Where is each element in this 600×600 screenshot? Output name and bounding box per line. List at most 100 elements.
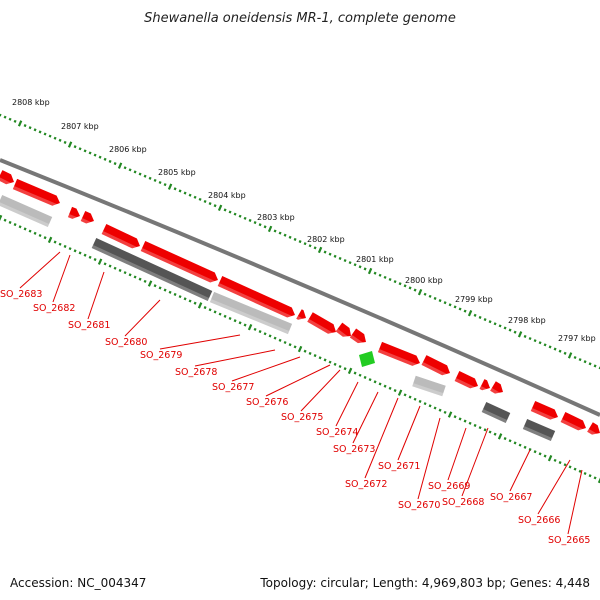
forward-gene-block[interactable] bbox=[67, 206, 80, 222]
gene-label-so-2665[interactable]: SO_2665 bbox=[548, 469, 590, 546]
reverse-gene-block[interactable] bbox=[522, 418, 556, 442]
inner-tick bbox=[308, 351, 312, 355]
inner-tick bbox=[47, 236, 53, 244]
inner-tick bbox=[197, 302, 203, 309]
gene-label-so-2677[interactable]: SO_2677 bbox=[212, 356, 301, 393]
inner-tick bbox=[428, 404, 432, 408]
ruler-tick bbox=[423, 292, 427, 296]
gene-label-so-2669[interactable]: SO_2669 bbox=[428, 427, 470, 492]
gene-label-so-2683[interactable]: SO_2683 bbox=[0, 251, 61, 300]
gene-label-text: SO_2669 bbox=[428, 481, 470, 492]
gene-label-so-2667[interactable]: SO_2667 bbox=[490, 449, 532, 503]
ruler-tick bbox=[0, 113, 2, 117]
inner-tick bbox=[173, 292, 177, 296]
gene-label-so-2680[interactable]: SO_2680 bbox=[105, 299, 161, 348]
gene-label-so-2672[interactable]: SO_2672 bbox=[345, 397, 399, 490]
ruler-tick bbox=[333, 254, 337, 258]
ruler-tick bbox=[323, 250, 327, 254]
gene-label-so-2666[interactable]: SO_2666 bbox=[518, 459, 571, 526]
inner-tick bbox=[247, 324, 253, 331]
kbp-label: 2803 kbp bbox=[257, 213, 295, 222]
forward-gene-block[interactable] bbox=[217, 275, 295, 321]
inner-tick bbox=[478, 426, 482, 430]
ruler-tick bbox=[463, 309, 467, 313]
ruler-tick bbox=[483, 318, 487, 322]
inner-tick bbox=[508, 439, 512, 443]
forward-gene-block[interactable] bbox=[80, 210, 94, 227]
leader-line bbox=[300, 369, 341, 412]
inner-tick bbox=[13, 223, 17, 227]
gene-label-so-2675[interactable]: SO_2675 bbox=[281, 369, 341, 423]
inner-tick bbox=[278, 338, 282, 342]
gene-label-so-2679[interactable]: SO_2679 bbox=[140, 334, 241, 361]
gene-label-so-2682[interactable]: SO_2682 bbox=[33, 254, 75, 314]
inner-tick bbox=[578, 469, 582, 473]
reverse-gene-block[interactable] bbox=[412, 375, 446, 397]
inner-tick bbox=[538, 452, 542, 456]
ruler-tick bbox=[393, 280, 397, 284]
inner-tick bbox=[563, 463, 567, 467]
forward-gene-block[interactable] bbox=[454, 371, 478, 391]
gene-label-so-2678[interactable]: SO_2678 bbox=[175, 349, 276, 378]
ruler-tick bbox=[578, 358, 582, 362]
inner-tick bbox=[243, 323, 247, 327]
inner-tick bbox=[228, 316, 232, 321]
leader-line bbox=[417, 417, 441, 500]
inner-tick bbox=[423, 402, 427, 406]
forward-gene-block[interactable] bbox=[421, 355, 450, 378]
gene-label-so-2674[interactable]: SO_2674 bbox=[316, 381, 359, 438]
inner-tick bbox=[303, 349, 307, 353]
forward-gene-block[interactable] bbox=[479, 379, 490, 393]
inner-tick bbox=[333, 362, 337, 366]
leader-line bbox=[231, 356, 301, 382]
forward-gene-block[interactable] bbox=[377, 341, 420, 369]
inner-tick bbox=[58, 242, 62, 246]
ruler-tick bbox=[188, 193, 192, 197]
forward-gene-block[interactable] bbox=[490, 381, 503, 397]
gene-label-so-2668[interactable]: SO_2668 bbox=[442, 427, 489, 508]
leader-line bbox=[509, 449, 531, 492]
reverse-gene-block[interactable] bbox=[209, 291, 293, 335]
forward-gene-block[interactable] bbox=[307, 312, 336, 337]
forward-gene-block[interactable] bbox=[560, 412, 586, 433]
forward-gene-block[interactable] bbox=[530, 400, 558, 423]
forward-gene-block[interactable] bbox=[296, 309, 306, 323]
forward-gene-block[interactable] bbox=[349, 328, 366, 347]
reverse-strand-genes[interactable] bbox=[0, 194, 556, 442]
forward-strand-genes[interactable] bbox=[0, 170, 600, 438]
forward-gene-block[interactable] bbox=[12, 178, 61, 209]
forward-gene-block[interactable] bbox=[335, 322, 351, 341]
gene-label-so-2670[interactable]: SO_2670 bbox=[398, 417, 441, 511]
forward-gene-block[interactable] bbox=[101, 224, 140, 251]
ruler-tick bbox=[53, 136, 57, 140]
ruler-tick bbox=[143, 174, 147, 178]
gene-labels[interactable]: SO_2683 SO_2682 SO_2681 SO_2680 SO_2679 SO_26… bbox=[0, 251, 590, 546]
reverse-gene-block[interactable] bbox=[0, 194, 53, 228]
reverse-gene-block[interactable] bbox=[91, 237, 213, 302]
inner-tick bbox=[138, 277, 142, 281]
gene-label-so-2681[interactable]: SO_2681 bbox=[68, 271, 110, 331]
highlighted-gene-block[interactable] bbox=[359, 351, 375, 367]
gene-label-so-2673[interactable]: SO_2673 bbox=[333, 391, 379, 455]
ruler-tick bbox=[528, 336, 532, 341]
ruler-tick bbox=[408, 286, 412, 290]
ruler-tick bbox=[243, 216, 247, 220]
reverse-gene-block[interactable] bbox=[481, 402, 511, 423]
forward-gene-block[interactable] bbox=[140, 240, 218, 286]
ruler-tick bbox=[467, 310, 473, 317]
gene-label-text: SO_2682 bbox=[33, 303, 75, 314]
gene-label-so-2676[interactable]: SO_2676 bbox=[246, 364, 331, 408]
inner-tick bbox=[153, 284, 157, 288]
inner-tick bbox=[347, 367, 353, 375]
leader-line bbox=[397, 405, 421, 461]
inner-tick bbox=[518, 443, 522, 447]
ruler-tick bbox=[203, 199, 207, 204]
inner-tick bbox=[393, 388, 397, 393]
gene-label-text: SO_2683 bbox=[0, 289, 42, 300]
ruler-tick bbox=[558, 349, 562, 353]
gene-label-so-2671[interactable]: SO_2671 bbox=[378, 405, 421, 472]
forward-gene-block[interactable] bbox=[0, 170, 14, 187]
forward-gene-block[interactable] bbox=[587, 422, 600, 438]
ruler-tick bbox=[378, 273, 382, 277]
